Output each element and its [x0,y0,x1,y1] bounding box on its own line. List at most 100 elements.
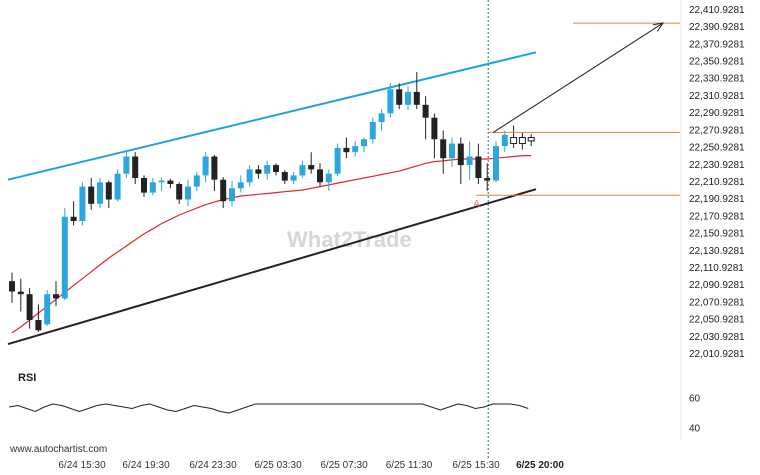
candle-body [308,165,315,170]
candle-body [167,180,174,184]
levels-layer: A [473,0,680,458]
price-tick-label: 22,210.9281 [689,177,745,188]
time-tick-label: 6/25 03:30 [254,460,302,471]
candle-body [114,173,121,200]
price-tick-label: 22,130.9281 [689,246,745,257]
price-tick-label: 22,390.9281 [689,22,745,33]
candle-body [264,165,271,174]
candle-body [255,169,262,174]
price-tick-label: 22,410.9281 [689,5,745,16]
price-tick-label: 22,250.9281 [689,143,745,154]
candle-body [61,216,68,299]
candle-body [290,175,297,181]
channel-lower-line [7,188,537,346]
channel-upper-line [7,51,537,181]
rsi-tick-label: 60 [689,394,701,405]
candle-body [44,294,51,325]
time-tick-label: 6/25 11:30 [386,460,433,471]
rsi-line [8,403,529,414]
price-tick-label: 22,090.9281 [689,280,745,291]
candles-layer [9,72,535,332]
price-tick-label: 22,170.9281 [689,211,745,222]
candle-body [53,294,59,299]
candle-body [149,182,156,193]
candle-body [299,165,306,176]
candle-body [369,122,376,140]
price-tick-label: 22,270.9281 [689,125,745,136]
price-tick-label: 22,110.9281 [689,263,744,274]
candle-body [202,156,209,176]
price-tick-label: 22,190.9281 [689,194,745,205]
candle-body [440,139,447,159]
moving-average-layer [11,155,532,334]
candle-body [79,186,86,221]
candle-body [141,178,147,193]
candle-body [325,173,332,183]
candle-body [493,146,499,181]
candle-body [317,169,323,183]
pattern-marker-label: A [473,199,480,210]
candle-body [396,89,403,105]
candle-body [510,137,518,144]
candle-body [273,165,279,172]
price-tick-label: 22,230.9281 [689,160,745,171]
candle-body [343,147,350,153]
time-tick-label: 6/24 23:30 [189,460,237,471]
price-tick-label: 22,150.9281 [689,229,745,240]
candle-body [361,139,367,147]
candle-body [220,179,227,202]
candle-body [88,186,95,204]
time-tick-label: 6/24 19:30 [122,460,170,471]
candle-body [9,281,15,292]
rsi-title: RSI [18,372,36,384]
candle-body [431,117,438,140]
rsi-tick-label: 40 [689,424,701,435]
price-tick-label: 22,370.9281 [689,39,745,50]
candle-body [281,172,288,181]
trend-layer [7,51,537,346]
forecast-arrow [492,22,664,133]
candle-body [158,180,165,183]
rsi-panel: RSI 60 40 [8,372,701,435]
candle-body [422,104,429,118]
candle-body [527,137,535,142]
price-tick-label: 22,010.9281 [689,349,745,360]
candle-body [387,89,394,114]
candle-body [17,291,24,295]
price-tick-label: 22,310.9281 [689,91,745,102]
price-tick-label: 22,290.9281 [689,108,745,119]
ma-line [11,155,532,334]
price-tick-label: 22,030.9281 [689,332,745,343]
time-tick-label: 6/25 15:30 [452,460,500,471]
forecast-arrowhead [653,22,665,32]
candle-body [413,91,420,105]
candle-body [518,137,526,144]
candle-body [229,188,235,202]
candle-body [246,169,253,183]
candle-body [176,184,183,200]
candle-body [457,143,464,166]
time-axis: 6/24 15:30 6/24 19:30 6/24 23:30 6/25 03:30… [58,460,564,471]
price-axis: 22,410.9281 22,390.9281 22,370.9281 22,350.… [689,5,745,360]
candle-body [237,182,244,189]
candle-body [193,175,200,187]
price-tick-label: 22,050.9281 [689,315,745,326]
candle-body [26,294,33,320]
candle-body [334,147,341,174]
candle-body [97,182,103,204]
candle-body [211,156,218,180]
candle-body [449,143,455,159]
price-tick-label: 22,350.9281 [689,57,745,68]
candle-body [185,186,191,200]
time-tick-label: 6/25 20:00 [516,460,564,471]
site-url: www.autochartist.com [9,444,107,455]
time-tick-label: 6/25 07:30 [320,460,368,471]
time-tick-label: 6/24 15:30 [58,460,106,471]
candle-body [501,134,508,147]
candle-body [35,320,42,331]
candle-body [105,182,112,200]
candle-body [352,146,359,153]
candle-body [484,178,491,181]
price-tick-label: 22,070.9281 [689,298,745,309]
